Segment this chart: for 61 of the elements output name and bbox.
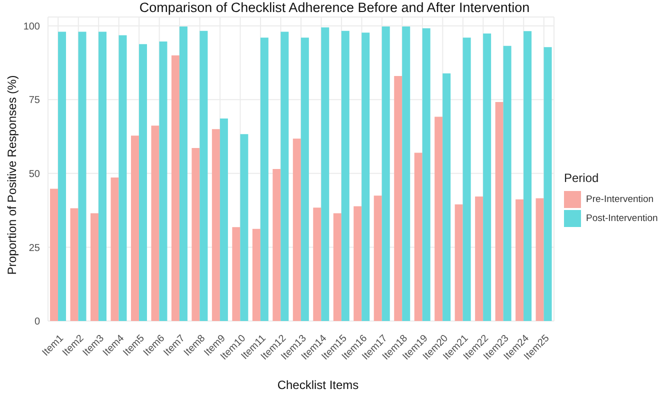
- bar: [462, 38, 471, 321]
- bar: [280, 32, 289, 321]
- y-tick-label: 50: [28, 168, 40, 180]
- y-tick-label: 25: [28, 242, 40, 254]
- x-axis-title: Checklist Items: [276, 378, 360, 392]
- bar: [341, 30, 350, 321]
- bar: [524, 31, 532, 321]
- y-tick-label: 75: [28, 95, 40, 106]
- y-axis-title: Proportion of Positive Responses (%): [5, 75, 19, 275]
- bar: [434, 116, 443, 321]
- bar: [130, 136, 139, 321]
- y-tick-label: 0: [34, 316, 40, 328]
- bar: [118, 35, 127, 321]
- bar: [516, 199, 524, 321]
- bar: [192, 148, 200, 321]
- bar: [374, 196, 382, 321]
- bar: [50, 188, 58, 321]
- chart-title: Comparison of Checklist Adherence Before and After Intervention: [138, 0, 531, 16]
- bar: [58, 32, 66, 321]
- bar: [321, 27, 330, 321]
- bar: [260, 38, 268, 321]
- legend-label: Pre-Intervention: [586, 194, 654, 204]
- bar: [414, 152, 422, 321]
- bar: [90, 213, 99, 321]
- bar: [70, 208, 78, 321]
- bar: [212, 129, 220, 321]
- bar: [272, 169, 281, 321]
- bar: [98, 32, 107, 321]
- legend-title: Period: [564, 170, 600, 184]
- bar: [78, 32, 86, 321]
- bar: [313, 208, 322, 321]
- bar: [240, 134, 248, 321]
- bar: [475, 196, 484, 321]
- bar: [544, 47, 552, 321]
- bar: [232, 227, 240, 321]
- bar: [292, 138, 301, 321]
- bar: [138, 44, 147, 321]
- bar: [382, 26, 390, 321]
- bar: [159, 41, 168, 321]
- bar: [200, 30, 208, 321]
- bar: [354, 206, 362, 321]
- bar: [536, 198, 544, 321]
- bar: [252, 228, 260, 321]
- y-tick-label: 100: [23, 21, 40, 32]
- bar: [220, 118, 228, 321]
- bar: [454, 204, 463, 321]
- bar: [503, 46, 512, 321]
- bar: [171, 55, 180, 321]
- bar: [442, 73, 451, 321]
- bar: [300, 38, 309, 321]
- bar: [394, 76, 402, 321]
- bar: [179, 26, 188, 321]
- bar: [483, 34, 492, 321]
- bar: [333, 213, 342, 321]
- bar: [151, 126, 160, 321]
- bar: [110, 178, 119, 321]
- bar: [362, 32, 370, 321]
- bar: [422, 28, 430, 321]
- bar: [495, 102, 504, 321]
- legend-label: Post-Intervention: [586, 212, 658, 224]
- bar: [402, 26, 410, 321]
